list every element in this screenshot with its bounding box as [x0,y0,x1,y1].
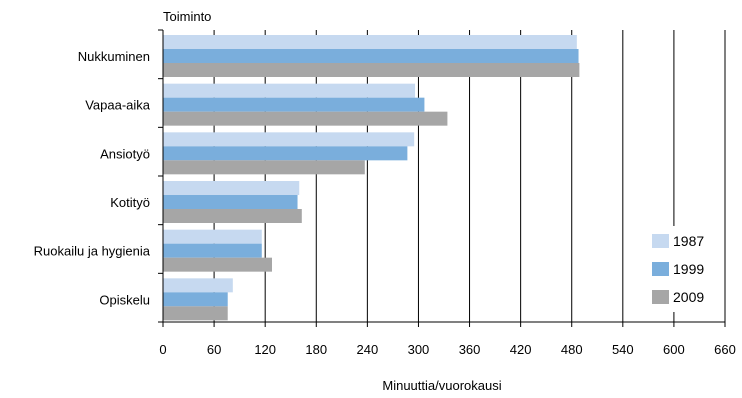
x-tick-label-0: 0 [159,342,166,357]
bar-vapaa-aika-1987 [163,83,416,98]
x-tick-label-180: 180 [305,342,327,357]
bar-opiskelu-1987 [163,278,233,293]
bar-nukkuminen-1999 [163,49,579,63]
bar-nukkuminen-2009 [163,63,580,77]
bar-nukkuminen-1987 [163,35,577,49]
legend-swatch-1999 [652,262,669,276]
x-tick-label-660: 660 [714,342,736,357]
bar-ruokailu-ja-hygienia-1999 [163,243,262,258]
bar-ansiotyo-1987 [163,132,415,147]
legend-swatch-2009 [652,290,669,304]
category-label-vapaa-aika: Vapaa-aika [85,98,151,113]
x-tick-label-540: 540 [612,342,634,357]
bars [163,35,580,321]
bar-kotityo-1987 [163,181,300,195]
x-tick-label-240: 240 [357,342,379,357]
bar-ansiotyo-1999 [163,146,408,161]
bar-vapaa-aika-2009 [163,111,448,126]
x-tick-label-60: 60 [207,342,221,357]
bar-ruokailu-ja-hygienia-1987 [163,229,262,244]
x-axis-label: Minuuttia/vuorokausi [382,378,501,393]
legend: 1987 1999 2009 [640,226,722,312]
bar-kotityo-2009 [163,209,302,223]
bar-vapaa-aika-1999 [163,97,425,112]
category-labels: Nukkuminen Vapaa-aika Ansiotyö Kotityö Ruoka… [34,49,151,307]
legend-label-2009: 2009 [673,289,704,305]
legend-label-1999: 1999 [673,261,704,277]
bar-opiskelu-2009 [163,306,228,321]
category-label-ruokailu-ja-hygienia: Ruokailu ja hygienia [34,244,151,259]
bar-kotityo-1999 [163,195,298,209]
chart-title: Toiminto [163,9,211,24]
x-tick-label-120: 120 [254,342,276,357]
category-label-nukkuminen: Nukkuminen [78,49,150,64]
bar-ruokailu-ja-hygienia-2009 [163,257,272,272]
axes [158,29,726,327]
x-tick-label-360: 360 [459,342,481,357]
bar-ansiotyo-2009 [163,160,365,175]
category-label-ansiotyo: Ansiotyö [100,146,150,161]
category-label-opiskelu: Opiskelu [99,292,150,307]
legend-swatch-1987 [652,234,669,248]
x-tick-label-480: 480 [561,342,583,357]
x-tick-labels: 0 60 120 180 240 300 360 420 480 540 600 660 [159,342,735,357]
legend-label-1987: 1987 [673,233,704,249]
category-label-kotityo: Kotityö [110,195,150,210]
x-tick-label-420: 420 [510,342,532,357]
bar-opiskelu-1999 [163,292,228,307]
x-tick-label-600: 600 [663,342,685,357]
x-tick-label-300: 300 [408,342,430,357]
